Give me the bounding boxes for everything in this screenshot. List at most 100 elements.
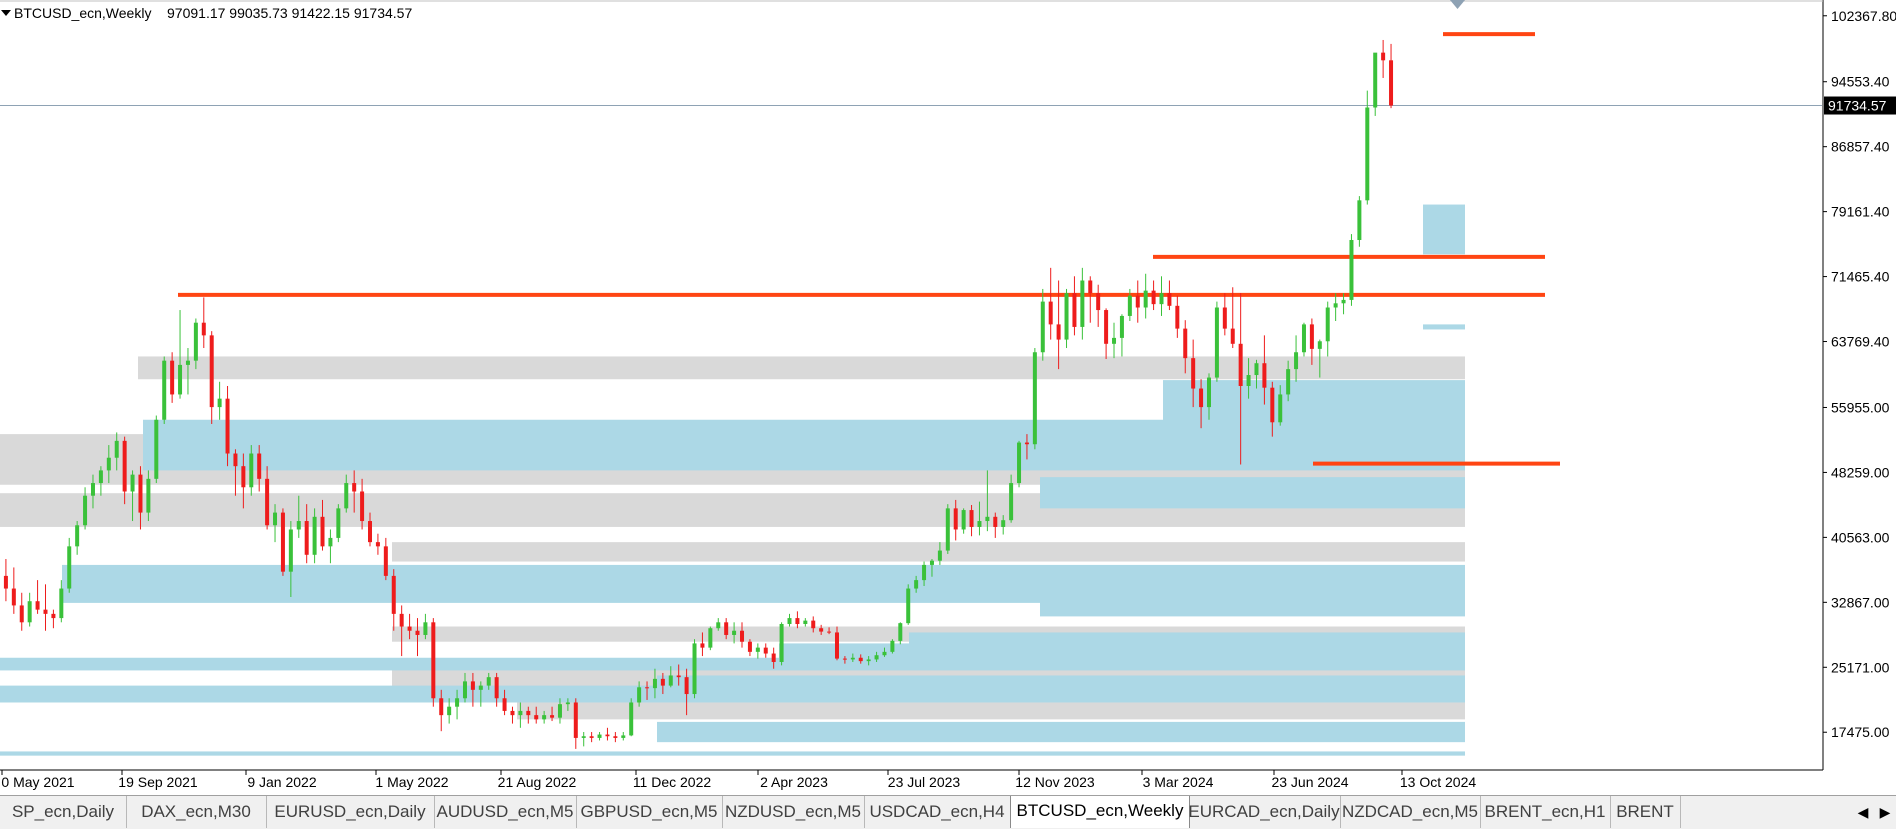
candle-body <box>1206 377 1211 408</box>
bull-candle <box>565 698 570 711</box>
x-tick-label: 21 Aug 2022 <box>498 774 577 790</box>
candle-body <box>225 398 230 454</box>
tab-sp-ecn-daily[interactable]: SP_ecn,Daily <box>0 796 127 828</box>
demand-zone <box>1423 324 1465 330</box>
bear-candle <box>19 592 24 631</box>
candle-body <box>1270 387 1275 423</box>
candle-body <box>874 655 879 660</box>
demand-zone <box>1423 204 1465 255</box>
bear-candle <box>613 732 618 743</box>
candle-body <box>882 651 887 656</box>
candle-body <box>399 613 404 627</box>
candle-body <box>565 702 570 705</box>
candle-body <box>1024 442 1029 445</box>
bear-candle <box>233 449 238 496</box>
bull-candle <box>75 521 80 555</box>
candle-body <box>241 466 246 488</box>
tab-brent[interactable]: BRENT <box>1610 796 1681 828</box>
candle-body <box>209 335 214 408</box>
candle-body <box>162 360 167 420</box>
candle-body <box>1104 310 1109 344</box>
bear-candle <box>795 611 800 629</box>
x-tick-label: 11 Dec 2022 <box>633 774 712 790</box>
demand-zone <box>779 643 1465 659</box>
candle-body <box>130 474 135 492</box>
tab-eurcad-ecn-daily[interactable]: EURCAD_ecn,Daily <box>1188 796 1341 828</box>
candle-body <box>581 736 586 738</box>
candle-body <box>850 657 855 660</box>
bull-candle <box>1333 293 1338 322</box>
candle-body <box>375 542 380 547</box>
candle-body <box>1238 343 1243 386</box>
tab-nzdcad-ecn-m5[interactable]: NZDCAD_ecn,M5 <box>1340 796 1481 828</box>
x-tick-label: 23 Jun 2024 <box>1271 774 1348 790</box>
candle-body <box>1032 352 1037 445</box>
tab-usdcad-ecn-h4[interactable]: USDCAD_ecn,H4 <box>864 796 1011 828</box>
bear-candle <box>510 706 515 724</box>
chart-area[interactable]: 17475.00 25171.00 32867.00 40563.00 48259.00… <box>0 0 1896 795</box>
chart-menu-triangle-icon[interactable] <box>1 10 11 16</box>
candle-body <box>1143 290 1148 308</box>
bear-candle <box>35 580 40 614</box>
bull-candle <box>898 622 903 645</box>
candle-body <box>1009 483 1014 521</box>
bear-candle <box>811 616 816 633</box>
candle-body <box>1064 293 1069 340</box>
tab-gbpusd-ecn-m5[interactable]: GBPUSD_ecn,M5 <box>576 796 723 828</box>
demand-zone <box>1163 380 1465 423</box>
tab-dax-ecn-m30[interactable]: DAX_ecn,M30 <box>126 796 267 828</box>
bull-candle <box>779 622 784 666</box>
candle-body <box>1341 299 1346 304</box>
tab-brent-ecn-h1[interactable]: BRENT_ecn,H1 <box>1480 796 1611 828</box>
candle-body <box>1175 305 1180 329</box>
tab-scroll-right-icon[interactable]: ▶ <box>1874 796 1896 828</box>
candle-body <box>106 457 111 471</box>
bull-candle <box>1032 348 1037 450</box>
bull-candle <box>1119 314 1124 357</box>
bull-candle <box>59 580 64 623</box>
bull-candle <box>1080 267 1085 340</box>
bull-candle <box>906 584 911 625</box>
tab-audusd-ecn-m5[interactable]: AUDUSD_ecn,M5 <box>434 796 577 828</box>
candle-body <box>19 605 24 623</box>
candle-body <box>486 677 491 686</box>
bull-candle <box>716 618 721 631</box>
bull-candle <box>273 504 278 543</box>
bear-candle <box>819 624 824 635</box>
bull-candle <box>423 613 428 640</box>
candle-body <box>922 564 927 581</box>
bull-candle <box>336 504 341 543</box>
demand-zone <box>1040 477 1465 509</box>
candle-body <box>518 710 523 716</box>
tab-scroll-left-icon[interactable]: ◀ <box>1852 796 1874 828</box>
tab-eurusd-ecn-daily[interactable]: EURUSD_ecn,Daily <box>266 796 435 828</box>
tab-nzdusd-ecn-m5[interactable]: NZDUSD_ecn,M5 <box>722 796 865 828</box>
candle-body <box>423 622 428 635</box>
bull-candle <box>344 474 349 513</box>
bear-candle <box>534 706 539 724</box>
bull-candle <box>1349 234 1354 306</box>
candle-body <box>708 628 713 648</box>
tab-btcusd-ecn-weekly[interactable]: BTCUSD_ecn,Weekly <box>1010 796 1190 828</box>
bear-candle <box>352 470 357 513</box>
bull-candle <box>787 613 792 627</box>
bear-candle <box>265 466 270 530</box>
candle-body <box>732 630 737 635</box>
price-chart[interactable]: 17475.00 25171.00 32867.00 40563.00 48259.00… <box>0 0 1896 795</box>
candle-body <box>1159 293 1164 305</box>
candle-body <box>795 618 800 624</box>
candle-body <box>11 588 16 606</box>
bear-candle <box>1238 293 1243 465</box>
candle-body <box>534 715 539 720</box>
bull-candle <box>1246 358 1251 399</box>
candle-body <box>700 643 705 648</box>
bear-candle <box>526 706 531 724</box>
bull-candle <box>27 592 32 627</box>
candle-body <box>344 483 349 509</box>
x-tick-label: 13 Oct 2024 <box>1400 774 1476 790</box>
bear-candle <box>1191 339 1196 408</box>
candle-body <box>249 453 254 488</box>
candle-body <box>67 546 72 589</box>
bull-candle <box>518 702 523 728</box>
candle-body <box>296 521 301 530</box>
